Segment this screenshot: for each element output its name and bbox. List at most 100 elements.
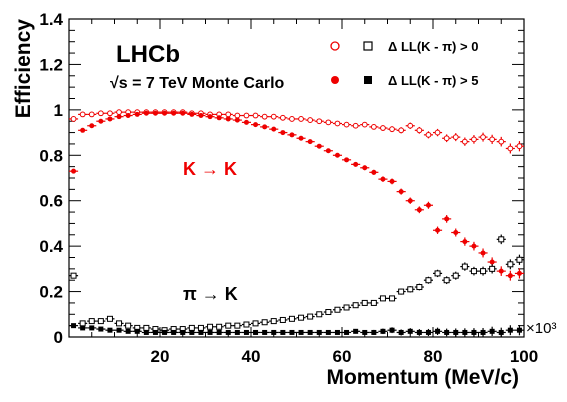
data-point: [361, 299, 368, 306]
data-point: [143, 110, 149, 116]
data-point: [471, 243, 477, 249]
data-point: [371, 329, 377, 335]
y-tick-label: 1: [54, 101, 63, 120]
data-point: [280, 329, 286, 335]
data-point: [189, 329, 195, 335]
data-point: [370, 299, 377, 306]
data-point: [289, 132, 295, 138]
data-point: [470, 268, 477, 275]
data-point: [480, 268, 487, 275]
data-point: [462, 329, 468, 335]
data-point: [434, 129, 441, 136]
data-point: [271, 329, 277, 335]
data-point: [243, 119, 249, 125]
data-point: [125, 322, 132, 329]
y-tick-label: 0.8: [39, 146, 63, 165]
data-point: [343, 304, 350, 311]
data-point: [180, 110, 186, 116]
data-point: [116, 327, 122, 333]
data-point: [71, 168, 77, 174]
data-point: [471, 136, 477, 143]
data-point: [279, 114, 286, 121]
data-point: [307, 313, 314, 320]
data-point: [416, 329, 422, 335]
data-point: [344, 329, 350, 335]
data-point: [271, 126, 277, 132]
data-point: [425, 329, 431, 335]
data-point: [316, 329, 322, 335]
data-point: [289, 329, 295, 335]
data-point: [80, 325, 86, 331]
data-point: [516, 327, 522, 333]
chart-subtitle: √s = 7 TeV Monte Carlo: [110, 75, 285, 92]
legend-label-dll-5: Δ LL(K - π) > 5: [388, 73, 478, 88]
data-point: [280, 130, 286, 136]
data-point: [353, 328, 359, 334]
data-point: [307, 139, 313, 145]
data-point: [380, 176, 386, 182]
x-tick-label: 20: [151, 347, 170, 366]
data-point: [189, 111, 195, 117]
data-point: [143, 324, 150, 331]
data-point: [252, 320, 259, 327]
data-point: [352, 122, 359, 129]
data-point: [435, 328, 441, 334]
data-point: [98, 118, 104, 124]
axes: 20 40 60 80 100 0 0.2 0.4 0.6 0.8 1 1.2 1.4: [39, 10, 538, 366]
data-point: [480, 329, 486, 335]
data-point: [380, 328, 386, 334]
data-point: [152, 329, 158, 335]
data-point: [325, 148, 331, 154]
data-point: [325, 309, 332, 316]
data-point: [507, 273, 513, 279]
legend-marker-filled-circle: [331, 76, 339, 84]
data-point: [125, 113, 131, 119]
data-point: [398, 189, 404, 195]
data-point: [216, 115, 222, 121]
data-point: [216, 329, 222, 335]
data-point: [498, 138, 505, 145]
data-point: [434, 270, 441, 277]
data-point: [171, 110, 177, 116]
data-point: [162, 110, 168, 116]
data-point: [106, 315, 113, 322]
data-point: [444, 329, 450, 335]
data-point: [253, 122, 259, 128]
data-point: [234, 112, 241, 119]
data-point: [516, 270, 522, 276]
data-point: [89, 123, 95, 129]
annotation-pi-to-k: π → K: [183, 284, 238, 304]
data-point: [453, 329, 459, 335]
data-point: [243, 329, 249, 335]
data-point: [134, 111, 140, 117]
data-point: [134, 328, 140, 334]
data-point: [207, 329, 213, 335]
data-point: [371, 169, 377, 175]
data-point: [480, 134, 486, 141]
data-point: [298, 314, 305, 321]
data-point: [116, 320, 123, 327]
data-point: [389, 126, 395, 133]
data-point: [461, 138, 468, 145]
data-point: [425, 202, 431, 208]
data-point: [325, 119, 332, 126]
data-point: [261, 319, 268, 326]
data-marks: [69, 109, 524, 338]
data-point: [416, 284, 423, 291]
data-point: [261, 113, 268, 120]
data-point: [352, 302, 359, 309]
data-point: [107, 116, 113, 122]
y-tick-label: 1.4: [39, 10, 63, 29]
data-point: [307, 329, 313, 335]
data-point: [334, 306, 341, 313]
y-tick-label: 0.4: [39, 237, 63, 256]
data-point: [516, 256, 523, 263]
data-point: [316, 143, 322, 149]
data-point: [116, 109, 122, 116]
data-point: [125, 328, 131, 334]
data-point: [425, 277, 432, 284]
data-point: [289, 116, 295, 122]
legend-marker-open-circle: [330, 41, 340, 51]
data-point: [452, 134, 459, 141]
data-point: [216, 323, 223, 330]
